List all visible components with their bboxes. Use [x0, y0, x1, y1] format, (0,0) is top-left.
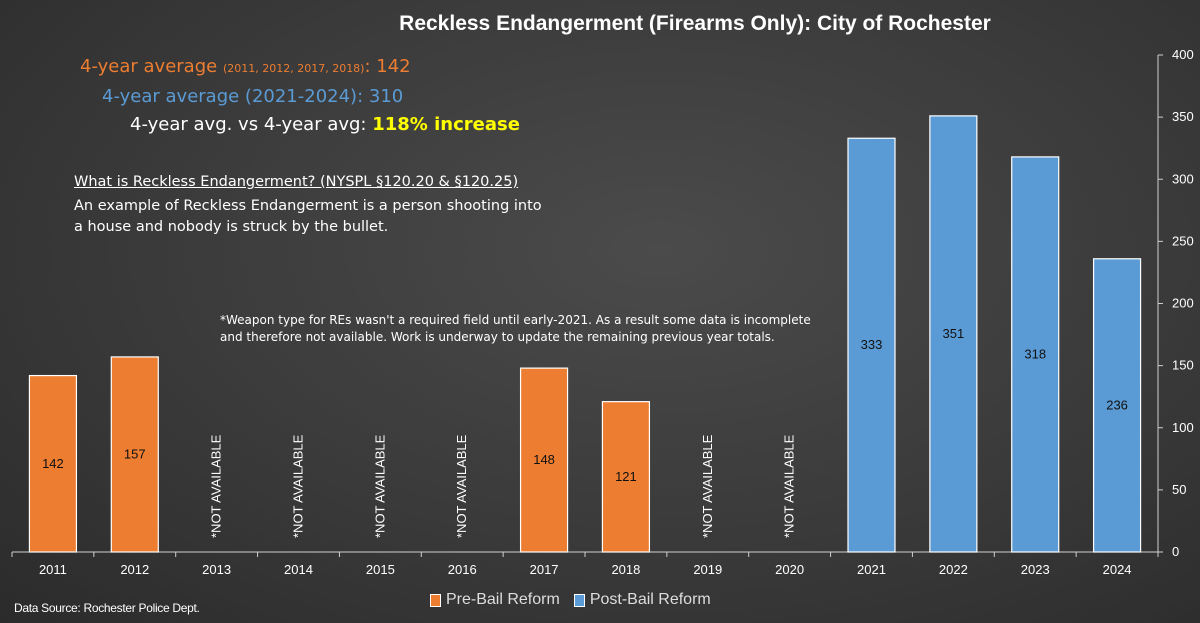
weapon-type-note: *Weapon type for REs wasn't a required f…: [220, 313, 811, 344]
bar-value-label: 142: [42, 456, 64, 471]
bar-value-label: 351: [943, 326, 965, 341]
y-tick-label: 0: [1172, 544, 1179, 559]
x-tick-label: 2023: [1021, 562, 1050, 577]
y-tick-label: 300: [1172, 171, 1194, 186]
x-tick-label: 2020: [775, 562, 804, 577]
bar-value-label: 333: [861, 337, 883, 352]
bar-value-label: 236: [1106, 397, 1128, 412]
bar: [1092, 258, 1142, 553]
y-tick-label: 350: [1172, 109, 1194, 124]
bar: [847, 137, 896, 553]
definition-body: An example of Reckless Endangerment is a…: [74, 198, 542, 235]
post-reform-average: 4-year average (2021-2024): 310: [102, 86, 403, 107]
bar: [1011, 156, 1060, 553]
avg2-value: 310: [368, 86, 404, 107]
not-available-label: *NOT AVAILABLE: [454, 434, 469, 538]
x-tick-label: 2014: [284, 562, 313, 577]
bar-value-label: 121: [615, 469, 637, 484]
x-tick-label: 2021: [857, 562, 886, 577]
bar-value-label: 318: [1024, 346, 1046, 361]
not-available-label: *NOT AVAILABLE: [209, 434, 224, 538]
not-available-label: *NOT AVAILABLE: [291, 434, 306, 538]
y-tick-label: 150: [1172, 358, 1194, 373]
chart-title: Reckless Endangerment (Firearms Only): C…: [399, 12, 991, 35]
y-tick-label: 100: [1172, 420, 1194, 435]
definition-heading: What is Reckless Endangerment? (NYSPL §1…: [74, 174, 519, 190]
y-tick-label: 400: [1172, 47, 1194, 62]
legend-item-pre: Pre-Bail Reform: [430, 591, 560, 609]
pre-reform-average: 4-year average (2011, 2012, 2017, 2018):…: [80, 56, 411, 77]
legend-swatch-pre: [430, 593, 441, 607]
y-tick-label: 250: [1172, 233, 1194, 248]
bar: [28, 374, 78, 553]
legend: Pre-Bail Reform Post-Bail Reform: [430, 591, 725, 609]
x-tick-label: 2022: [939, 562, 968, 577]
not-available-label: *NOT AVAILABLE: [700, 434, 715, 538]
x-tick-label: 2013: [202, 562, 231, 577]
legend-item-post: Post-Bail Reform: [573, 591, 711, 609]
avg3-text: 4-year avg. vs 4-year avg:: [130, 114, 367, 135]
legend-swatch-post: [573, 593, 585, 607]
bar-value-label: 157: [124, 446, 146, 461]
avg2-text: 4-year average (2021-2024):: [102, 86, 364, 107]
avg1-value: 142: [376, 56, 411, 77]
bar-value-label: 148: [533, 452, 555, 467]
avg3-increase: 118% increase: [372, 114, 520, 135]
y-tick-label: 200: [1172, 296, 1194, 311]
bar: [601, 401, 651, 553]
y-tick-label: 50: [1172, 482, 1186, 497]
data-source: Data Source: Rochester Police Dept.: [14, 601, 200, 615]
legend-label-pre: Pre-Bail Reform: [446, 591, 560, 608]
avg1-years: (2011, 2012, 2017, 2018): [222, 62, 365, 75]
x-tick-label: 2017: [530, 562, 559, 577]
x-tick-label: 2016: [448, 562, 477, 577]
not-available-label: *NOT AVAILABLE: [782, 434, 797, 538]
x-tick-label: 2012: [120, 562, 149, 577]
not-available-label: *NOT AVAILABLE: [372, 434, 387, 538]
x-tick-label: 2015: [366, 562, 395, 577]
bar: [519, 367, 569, 553]
x-tick-label: 2011: [39, 562, 67, 577]
x-tick-label: 2024: [1103, 562, 1132, 577]
legend-label-post: Post-Bail Reform: [589, 591, 711, 608]
x-tick-label: 2019: [693, 562, 722, 577]
avg1-label: 4-year average: [80, 56, 218, 77]
average-comparison: 4-year avg. vs 4-year avg: 118% increase: [130, 114, 520, 135]
bar: [110, 356, 159, 553]
bar: [929, 115, 978, 553]
x-tick-label: 2018: [611, 562, 640, 577]
